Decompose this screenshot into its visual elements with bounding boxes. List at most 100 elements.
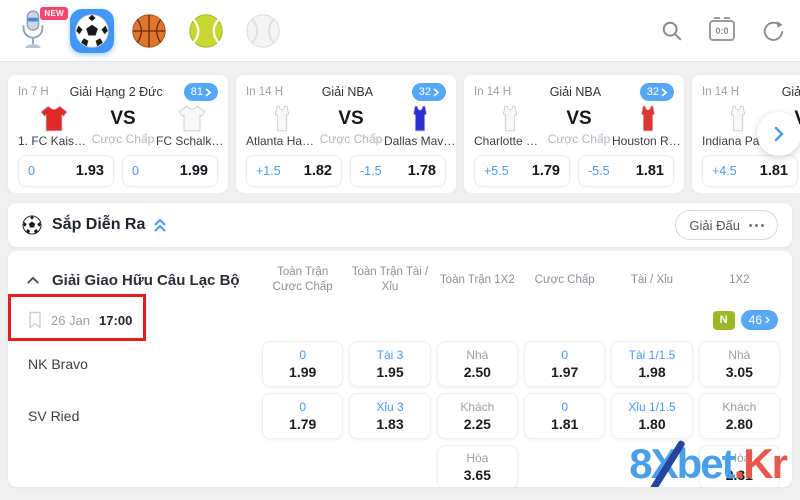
topbar-actions: 0:0	[661, 17, 784, 42]
league-name: Giải NBA	[549, 85, 602, 99]
vs-label: VS	[338, 108, 364, 129]
odds-button[interactable]: 0 1.99	[262, 341, 344, 387]
table-row-draw: Hòa 3.65 Hòa 2.31	[20, 445, 780, 487]
away-team-name: FC Schalke 04	[156, 134, 228, 148]
sport-tabs	[70, 8, 285, 53]
odds-button[interactable]: Tài 3 1.95	[349, 341, 431, 387]
home-team-name: 1. FC Kaisers...	[18, 134, 90, 148]
refresh-button[interactable]	[761, 19, 784, 42]
microphone-icon	[22, 9, 44, 48]
scoreboard-label: 0:0	[715, 25, 729, 36]
section-title: Sắp Diễn Ra	[52, 216, 146, 233]
column-header: Toàn Trận Cược Chấp	[272, 266, 333, 293]
tab-soccer[interactable]	[70, 8, 114, 53]
odds-button-home[interactable]: +1.5 1.82	[246, 155, 342, 187]
markets-count-badge[interactable]: 46	[740, 310, 778, 330]
featured-matches-carousel: In 7 H Giải Hạng 2 Đức 81 1. FC Kaisers.…	[0, 75, 800, 193]
table-row: SV Ried 0 1.79 Xỉu 3 1.83 Khách 2.25 0 1…	[20, 393, 780, 439]
table-header: Giải Giao Hữu Câu Lạc Bộ Toàn Trận Cược …	[20, 261, 780, 299]
league-filter-button[interactable]: Giải Đấu	[675, 210, 778, 240]
odds-button[interactable]: Hòa 2.31	[698, 445, 780, 487]
odds-button[interactable]: 0 1.79	[262, 393, 344, 439]
odds-button[interactable]: Hòa 3.65	[436, 445, 518, 487]
match-card[interactable]: In 7 H Giải Hạng 2 Đức 81 1. FC Kaisers.…	[8, 75, 228, 193]
odds-button[interactable]: Khách 2.80	[698, 393, 780, 439]
live-badge: N	[712, 310, 735, 330]
odds-button-away[interactable]: -5.5 1.81	[578, 155, 674, 187]
odds-button[interactable]: Nhà 2.50	[436, 341, 518, 387]
odds-button[interactable]: Tài 1/1.5 1.98	[611, 341, 693, 387]
away-jersey-icon	[413, 105, 427, 132]
market-count-badge[interactable]: 81	[183, 83, 218, 101]
home-jersey-icon	[731, 105, 745, 132]
home-jersey-icon	[503, 105, 517, 132]
away-team-name: SV Ried	[28, 408, 80, 424]
market-count-badge[interactable]: 32	[411, 83, 446, 101]
vs-label: VS	[794, 106, 800, 132]
match-card[interactable]: In 14 H Giải NBA 32 Charlotte Hor...	[464, 75, 684, 193]
market-count-badge[interactable]: 32	[639, 83, 674, 101]
column-header: Cược Chấp	[534, 273, 595, 286]
search-icon	[662, 21, 682, 40]
vs-label: VS	[566, 108, 592, 129]
odds-button[interactable]: Nhà 3.05	[698, 341, 780, 387]
search-button[interactable]	[661, 20, 683, 42]
match-eta: In 7 H	[18, 86, 49, 98]
scoreboard-button[interactable]: 0:0	[709, 17, 735, 41]
vs-label: VS	[110, 108, 136, 129]
match-eta: In 14 H	[702, 86, 740, 98]
home-jersey-icon	[275, 105, 289, 132]
chevron-up-icon	[27, 276, 39, 284]
voice-search-button[interactable]: NEW	[16, 6, 68, 53]
odds-button[interactable]: 0 1.97	[524, 341, 606, 387]
tab-tennis[interactable]	[184, 9, 228, 53]
tab-baseball[interactable]	[241, 9, 285, 53]
bookmark-icon[interactable]	[28, 311, 42, 329]
baseball-icon	[246, 13, 280, 48]
league-name: Giải NBA	[321, 85, 374, 99]
odds-button-home[interactable]: 0 1.93	[18, 155, 114, 187]
new-badge: NEW	[40, 6, 68, 20]
column-header: 1X2	[729, 273, 750, 286]
away-team-name: Dallas Maveri...	[384, 134, 456, 148]
odds-button-away[interactable]: 0 1.99	[122, 155, 218, 187]
odds-button-home[interactable]: +4.5 1.81	[702, 155, 798, 187]
market-label: Cược Chấp	[91, 132, 155, 146]
odds-button[interactable]: Xỉu 1/1.5 1.80	[611, 393, 693, 439]
chevron-right-icon	[661, 87, 667, 97]
league-group-toggle[interactable]: Giải Giao Hữu Câu Lạc Bộ	[20, 272, 256, 289]
tennis-ball-icon	[189, 13, 223, 48]
chevron-right-icon	[205, 87, 211, 97]
soccer-ball-icon	[22, 215, 42, 235]
carousel-next-button[interactable]	[757, 112, 800, 156]
tab-basketball[interactable]	[127, 9, 171, 53]
market-label: Cược Chấp	[547, 132, 611, 146]
match-card[interactable]: In 14 H Giải NBA 32 Atlanta Hawks	[236, 75, 456, 193]
chevron-right-icon	[774, 126, 784, 142]
topbar: NEW	[0, 0, 800, 62]
refresh-icon	[763, 21, 783, 41]
odds-button[interactable]: Xỉu 3 1.83	[349, 393, 431, 439]
match-meta-row: 26 Jan 17:00 N 46	[20, 299, 780, 341]
odds-button-home[interactable]: +5.5 1.79	[474, 155, 570, 187]
odds-button[interactable]: Khách 2.25	[436, 393, 518, 439]
table-row: NK Bravo 0 1.99 Tài 3 1.95 Nhà 2.50 0 1.…	[20, 341, 780, 387]
collapse-chevrons-icon[interactable]	[153, 218, 167, 233]
chevron-right-icon	[433, 87, 439, 97]
home-team-name: Charlotte Hor...	[474, 134, 546, 148]
match-date: 26 Jan	[51, 312, 91, 328]
upcoming-section-bar: Sắp Diễn Ra Giải Đấu	[8, 203, 792, 247]
more-icon	[749, 223, 764, 227]
match-eta: In 14 H	[474, 86, 512, 98]
away-jersey-icon	[641, 105, 655, 132]
home-jersey-icon	[40, 105, 68, 132]
column-header: Toàn Trận 1X2	[439, 273, 515, 286]
odds-button[interactable]: 0 1.81	[524, 393, 606, 439]
market-label: Cược Chấp	[319, 132, 383, 146]
column-header: Toàn Trận Tài / Xỉu	[351, 266, 429, 293]
league-name: Giải NBA	[781, 85, 800, 99]
odds-button-away[interactable]: -1.5 1.78	[350, 155, 446, 187]
away-team-name: Houston Roc...	[612, 134, 684, 148]
away-jersey-icon	[178, 105, 206, 132]
